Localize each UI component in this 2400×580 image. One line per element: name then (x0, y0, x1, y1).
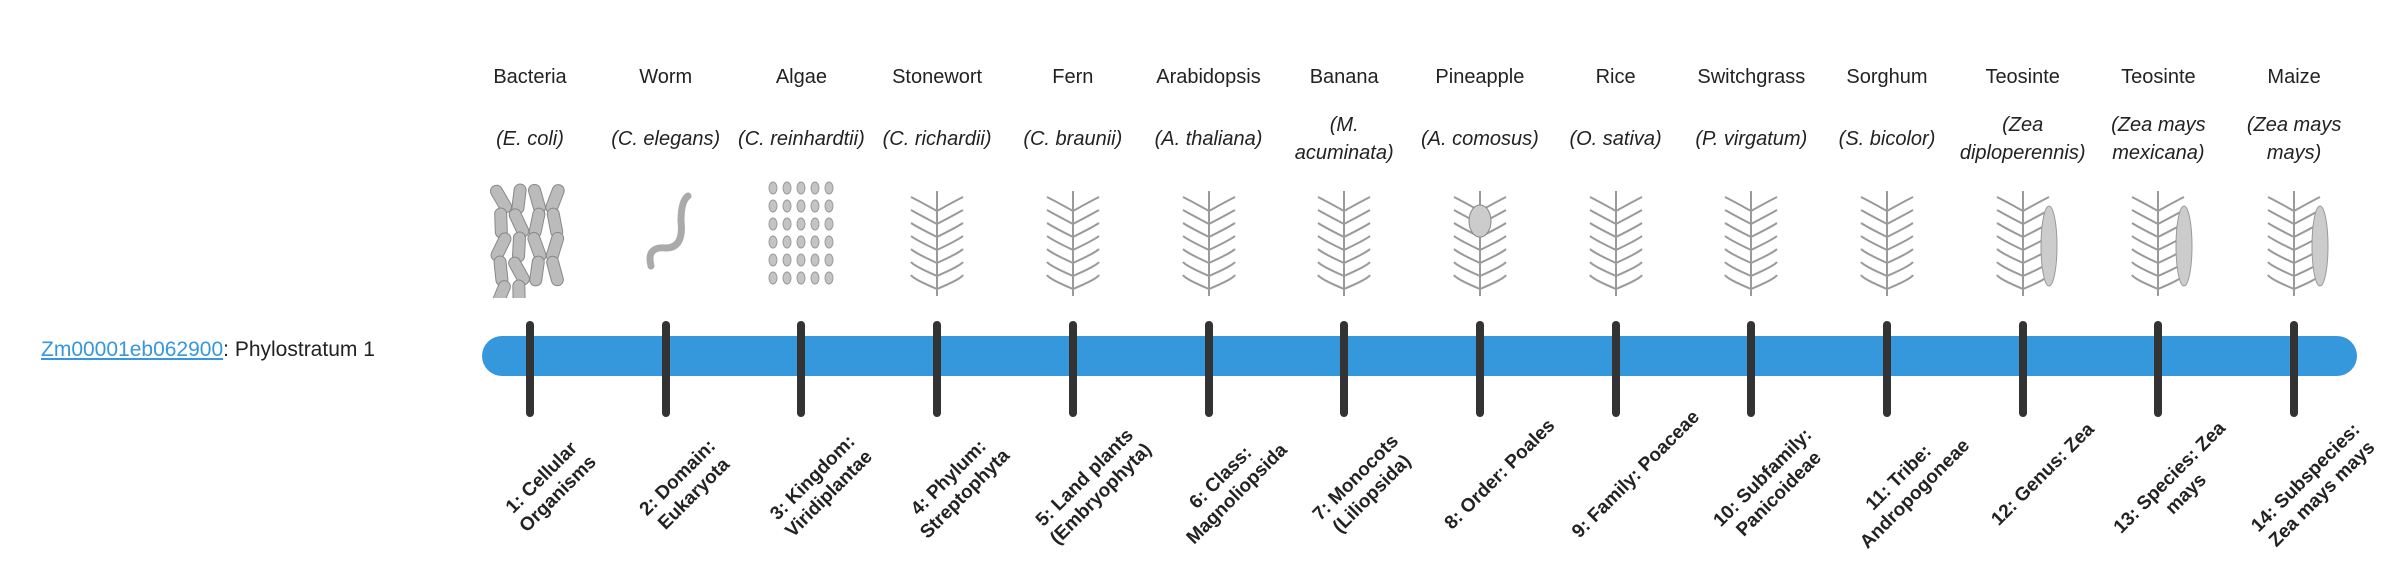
species-italic: Zea mays mays (2253, 114, 2342, 164)
species-name: (C. richardii) (882, 128, 992, 150)
stratum-10: Switchgrass (P. virgatum) 10: Subfamily:… (1683, 0, 1826, 580)
species-name: (A. comosus) (1420, 128, 1539, 150)
species-italic: S. bicolor (1845, 128, 1929, 150)
organism-name: Stonewort (892, 66, 983, 88)
switchgrass-illustration-icon (1711, 176, 1791, 298)
organism-name: Teosinte (2121, 66, 2196, 88)
stratum-9: Rice (O. sativa) 9: Family: Poaceae (1548, 0, 1704, 580)
stratum-12: Teosinte (Zea diploperennis) 12: Genus: … (1955, 0, 2098, 580)
species-italic: C. reinhardtii (744, 128, 859, 150)
species-name: (E. coli) (496, 128, 564, 150)
stratum-tick (1475, 321, 1484, 417)
gene-label: Zm00001eb062900: Phylostratum 1 (41, 338, 375, 362)
stratum-tick (661, 321, 670, 417)
organism-name: Switchgrass (1697, 66, 1806, 88)
stratum-5: Fern (C. braunii) 5: Land plants (Embryo… (1005, 0, 1155, 580)
organism-name: Arabidopsis (1156, 66, 1261, 88)
species-italic: M. acuminata (1294, 114, 1387, 164)
stratum-tick (797, 321, 806, 417)
organism-name: Teosinte (1985, 66, 2060, 88)
stratum-tick (1611, 321, 1620, 417)
stratum-7: Banana (M. acuminata) 7: Monocots (Lilio… (1276, 0, 1416, 580)
arabidopsis-illustration-icon (1169, 176, 1249, 298)
species-italic: A. thaliana (1161, 128, 1256, 150)
algae-illustration-icon (761, 176, 841, 298)
organism-name: Rice (1595, 66, 1636, 88)
stratum-tick (1340, 321, 1349, 417)
stratum-3: Algae (C. reinhardtii) 3: Kingdom: Virid… (733, 0, 877, 580)
worm-illustration-icon (626, 176, 706, 298)
species-italic: O. sativa (1576, 128, 1656, 150)
stratum-tick (933, 321, 942, 417)
gene-link[interactable]: Zm00001eb062900 (41, 338, 224, 361)
organism-name: Banana (1309, 66, 1379, 88)
stratum-label: 14: Subspecies: Zea mays mays (2247, 419, 2380, 552)
stratum-13: Teosinte (Zea mays mexicana) 13: Species… (2090, 0, 2230, 580)
species-italic: A. comosus (1427, 128, 1533, 150)
stratum-1: Bacteria (E. coli) 1: Cellular Organisms (462, 0, 601, 580)
species-italic: C. braunii (1029, 128, 1116, 150)
species-italic: E. coli (502, 128, 558, 150)
species-name: (C. elegans) (611, 128, 721, 150)
banana-illustration-icon (1304, 176, 1384, 298)
stratum-14: Maize (Zea mays mays) 14: Subspecies: Ze… (2226, 0, 2379, 580)
phylostratum-text: : Phylostratum 1 (223, 338, 375, 361)
stratum-tick (526, 321, 534, 417)
species-name: (Zea mays mays) (2246, 114, 2342, 164)
species-name: (C. reinhardtii) (738, 128, 865, 150)
organism-name: Worm (639, 66, 693, 88)
stratum-8: Pineapple (A. comosus) 8: Order: Poales (1412, 0, 1559, 580)
stratum-6: Arabidopsis (A. thaliana) 6: Class: Magn… (1141, 0, 1292, 580)
species-name: (Zea mays mexicana) (2111, 114, 2206, 164)
stratum-2: Worm (C. elegans) 2: Domain: Eukaryota (598, 0, 734, 580)
stratum-tick (1068, 321, 1077, 417)
organism-name: Sorghum (1846, 66, 1928, 88)
stonewort-illustration-icon (897, 176, 977, 298)
species-name: (C. braunii) (1023, 128, 1123, 150)
sorghum-illustration-icon (1847, 176, 1927, 298)
stratum-tick (2290, 321, 2299, 417)
stratum-tick (2018, 321, 2027, 417)
organism-name: Bacteria (493, 66, 567, 88)
species-name: (O. sativa) (1569, 128, 1662, 150)
species-name: (P. virgatum) (1695, 128, 1808, 150)
stratum-tick (1204, 321, 1213, 417)
pineapple-illustration-icon (1440, 176, 1520, 298)
rice-illustration-icon (1576, 176, 1656, 298)
maize-illustration-icon (2254, 176, 2334, 298)
fern-illustration-icon (1033, 176, 1113, 298)
teosinte-illustration-icon (1983, 176, 2063, 298)
organism-name: Maize (2267, 66, 2321, 88)
organism-name: Fern (1052, 66, 1094, 88)
stratum-tick (2154, 321, 2163, 417)
species-name: (Zea diploperennis) (1959, 114, 2086, 164)
stratum-4: Stonewort (C. richardii) 4: Phylum: Stre… (869, 0, 1014, 580)
species-name: (S. bicolor) (1838, 128, 1936, 150)
species-italic: P. virgatum (1702, 128, 1801, 150)
stratum-tick (1883, 321, 1891, 417)
species-italic: C. elegans (617, 128, 714, 150)
species-name: (A. thaliana) (1154, 128, 1263, 150)
species-italic: C. richardii (889, 128, 985, 150)
species-italic: Zea diploperennis (1959, 114, 2079, 164)
organism-name: Pineapple (1435, 66, 1525, 88)
phylostrata-bar (482, 336, 2357, 376)
stratum-11: Sorghum (S. bicolor) 11: Tribe: Andropog… (1819, 0, 1974, 580)
bacteria-illustration-icon (490, 176, 570, 311)
species-italic: Zea mays mexicana (2112, 114, 2206, 164)
species-name: (M. acuminata) (1294, 114, 1394, 164)
teosinte-illustration-icon (2118, 176, 2198, 298)
organism-name: Algae (775, 66, 827, 88)
stratum-tick (1747, 321, 1756, 417)
